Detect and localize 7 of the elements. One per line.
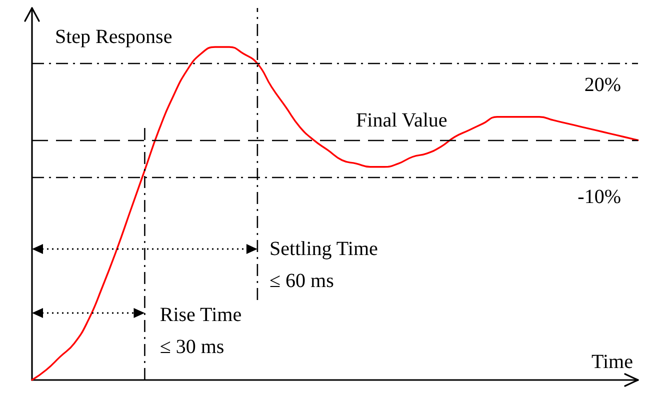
annotation: -10% xyxy=(578,186,621,208)
ref-line-label: Final Value xyxy=(356,110,448,132)
y-axis-title: Step Response xyxy=(55,26,172,48)
annotation: Settling Time ≤ 60 ms xyxy=(270,238,378,292)
x-axis-title: Time xyxy=(591,351,634,373)
annotation: Rise Time ≤ 30 ms xyxy=(160,304,242,358)
annotation: 20% xyxy=(584,74,621,96)
